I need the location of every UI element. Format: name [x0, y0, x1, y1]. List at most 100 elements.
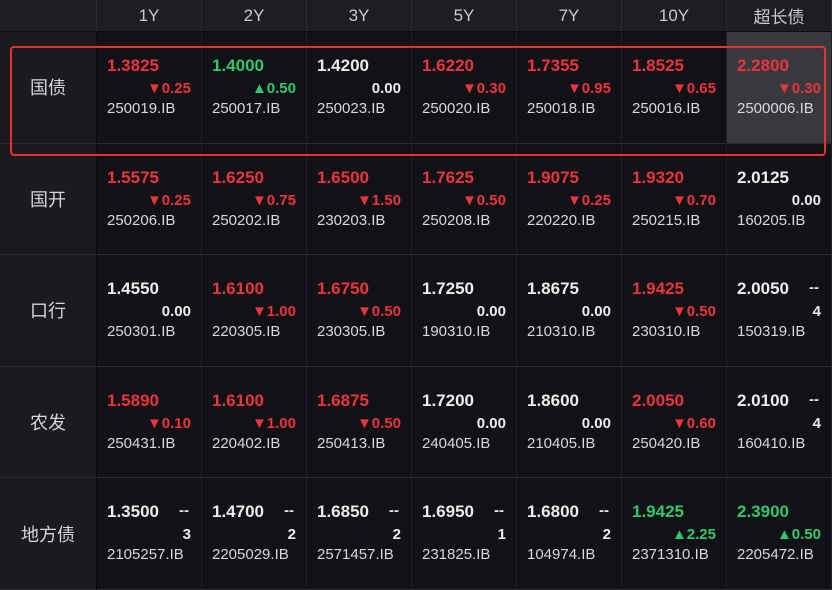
- bond-code: 250301.IB: [107, 323, 176, 341]
- quote-cell[interactable]: 1.5575 ▼0.25 250206.IB: [97, 143, 202, 256]
- bond-code: 2205472.IB: [737, 546, 814, 564]
- change: 0.00: [476, 414, 506, 432]
- quote-cell[interactable]: 2.0050 -- 4 150319.IB: [727, 255, 832, 367]
- yield: 1.9075: [527, 167, 579, 187]
- yield: 1.4700: [212, 502, 264, 522]
- row-label[interactable]: 农发: [0, 366, 96, 479]
- quote-cell[interactable]: 1.4550 0.00 250301.IB: [97, 255, 202, 367]
- bond-code: 220402.IB: [212, 434, 281, 452]
- change: ▲2.25: [671, 526, 716, 544]
- quote-cell[interactable]: 1.7625 ▼0.50 250208.IB: [412, 143, 517, 256]
- bond-code: 250431.IB: [107, 434, 176, 452]
- change: 0.00: [581, 414, 611, 432]
- change: ▼1.00: [251, 414, 296, 432]
- row-label[interactable]: 地方债: [0, 478, 96, 590]
- bond-code: 250206.IB: [107, 211, 176, 229]
- yield: 1.9320: [632, 167, 684, 187]
- quote-cell[interactable]: 1.7200 0.00 240405.IB: [412, 366, 517, 479]
- change: 0.00: [161, 303, 191, 321]
- quote-cell[interactable]: 1.4200 0.00 250023.IB: [307, 32, 412, 144]
- yield: 1.4550: [107, 279, 159, 299]
- quote-cell[interactable]: 1.8525 ▼0.65 250016.IB: [622, 32, 727, 144]
- quote-cell[interactable]: 1.4700 -- 2 2205029.IB: [202, 478, 307, 590]
- change: 2: [602, 526, 611, 544]
- yield: 1.6100: [212, 279, 264, 299]
- quote-cell[interactable]: 1.6875 ▼0.50 250413.IB: [307, 366, 412, 479]
- quote-cell[interactable]: 2.0100 -- 4 160410.IB: [727, 366, 832, 479]
- quote-cell[interactable]: 1.3825 ▼0.25 250019.IB: [97, 32, 202, 144]
- bond-code: 250420.IB: [632, 434, 701, 452]
- yield-suffix: --: [599, 502, 609, 520]
- column-header[interactable]: 1Y: [97, 0, 202, 31]
- yield: 1.6875: [317, 390, 369, 410]
- yield: 1.6800: [527, 502, 579, 522]
- quote-cell[interactable]: 1.6950 -- 1 231825.IB: [412, 478, 517, 590]
- quote-cell[interactable]: 1.6100 ▼1.00 220305.IB: [202, 255, 307, 367]
- quote-cell[interactable]: 2.0125 0.00 160205.IB: [727, 143, 832, 256]
- quote-cell[interactable]: 1.6800 -- 2 104974.IB: [517, 478, 622, 590]
- column-header[interactable]: 3Y: [307, 0, 412, 31]
- row-label[interactable]: 国债: [0, 32, 96, 144]
- quote-cell[interactable]: 1.6850 -- 2 2571457.IB: [307, 478, 412, 590]
- quote-cell[interactable]: 1.6750 ▼0.50 230305.IB: [307, 255, 412, 367]
- yield: 2.0050: [737, 279, 789, 299]
- change: 3: [182, 526, 191, 544]
- row-label[interactable]: 口行: [0, 255, 96, 367]
- bond-code: 250018.IB: [527, 100, 596, 117]
- bond-code: 104974.IB: [527, 546, 596, 564]
- column-header[interactable]: 7Y: [517, 0, 622, 31]
- bond-code: 250017.IB: [212, 100, 281, 117]
- quote-cell[interactable]: 2.2800 ▼0.30 2500006.IB: [727, 32, 832, 144]
- bond-code: 2571457.IB: [317, 546, 394, 564]
- yield: 1.6750: [317, 279, 369, 299]
- change: ▼0.50: [671, 303, 716, 321]
- quote-cell[interactable]: 1.8675 0.00 210310.IB: [517, 255, 622, 367]
- yield: 1.5575: [107, 167, 159, 187]
- quote-cell[interactable]: 1.6220 ▼0.30 250020.IB: [412, 32, 517, 144]
- quote-cell[interactable]: 1.6500 ▼1.50 230203.IB: [307, 143, 412, 256]
- column-header[interactable]: 5Y: [412, 0, 517, 31]
- quote-cell[interactable]: 1.5890 ▼0.10 250431.IB: [97, 366, 202, 479]
- quote-cell[interactable]: 2.0050 ▼0.60 250420.IB: [622, 366, 727, 479]
- yield: 1.4000: [212, 56, 264, 75]
- yield: 2.0125: [737, 167, 789, 187]
- change: 1: [497, 526, 506, 544]
- quote-cell[interactable]: 1.6100 ▼1.00 220402.IB: [202, 366, 307, 479]
- bond-code: 2371310.IB: [632, 546, 709, 564]
- column-header[interactable]: 10Y: [622, 0, 727, 31]
- yield-suffix: --: [494, 502, 504, 520]
- bond-code: 250215.IB: [632, 211, 701, 229]
- change: 2: [392, 526, 401, 544]
- bond-code: 190310.IB: [422, 323, 491, 341]
- bond-code: 160205.IB: [737, 211, 806, 229]
- yield: 2.2800: [737, 56, 789, 75]
- bond-code: 231825.IB: [422, 546, 491, 564]
- change: ▼0.30: [461, 80, 506, 97]
- bond-code: 150319.IB: [737, 323, 806, 341]
- bond-code: 250202.IB: [212, 211, 281, 229]
- column-header[interactable]: 2Y: [202, 0, 307, 31]
- quote-cell[interactable]: 2.3900 ▲0.50 2205472.IB: [727, 478, 832, 590]
- quote-cell[interactable]: 1.7250 0.00 190310.IB: [412, 255, 517, 367]
- quote-cell[interactable]: 1.9425 ▼0.50 230310.IB: [622, 255, 727, 367]
- quote-cell[interactable]: 1.3500 -- 3 2105257.IB: [97, 478, 202, 590]
- change: ▼0.10: [146, 414, 191, 432]
- yield: 1.9425: [632, 279, 684, 299]
- row-label[interactable]: 国开: [0, 143, 96, 256]
- change: ▼1.00: [251, 303, 296, 321]
- yield: 1.3500: [107, 502, 159, 522]
- bond-code: 210405.IB: [527, 434, 596, 452]
- quote-cell[interactable]: 1.9075 ▼0.25 220220.IB: [517, 143, 622, 256]
- quote-cell[interactable]: 1.6250 ▼0.75 250202.IB: [202, 143, 307, 256]
- column-header[interactable]: 超长债: [727, 0, 832, 31]
- bond-code: 230310.IB: [632, 323, 701, 341]
- quote-cell[interactable]: 1.4000 ▲0.50 250017.IB: [202, 32, 307, 144]
- quote-cell[interactable]: 1.9425 ▲2.25 2371310.IB: [622, 478, 727, 590]
- quote-cell[interactable]: 1.8600 0.00 210405.IB: [517, 366, 622, 479]
- yield-suffix: --: [389, 502, 399, 520]
- quote-cell[interactable]: 1.7355 ▼0.95 250018.IB: [517, 32, 622, 144]
- change: ▼0.25: [146, 80, 191, 97]
- quote-cell[interactable]: 1.9320 ▼0.70 250215.IB: [622, 143, 727, 256]
- yield: 1.8525: [632, 56, 684, 75]
- bond-code: 230305.IB: [317, 323, 386, 341]
